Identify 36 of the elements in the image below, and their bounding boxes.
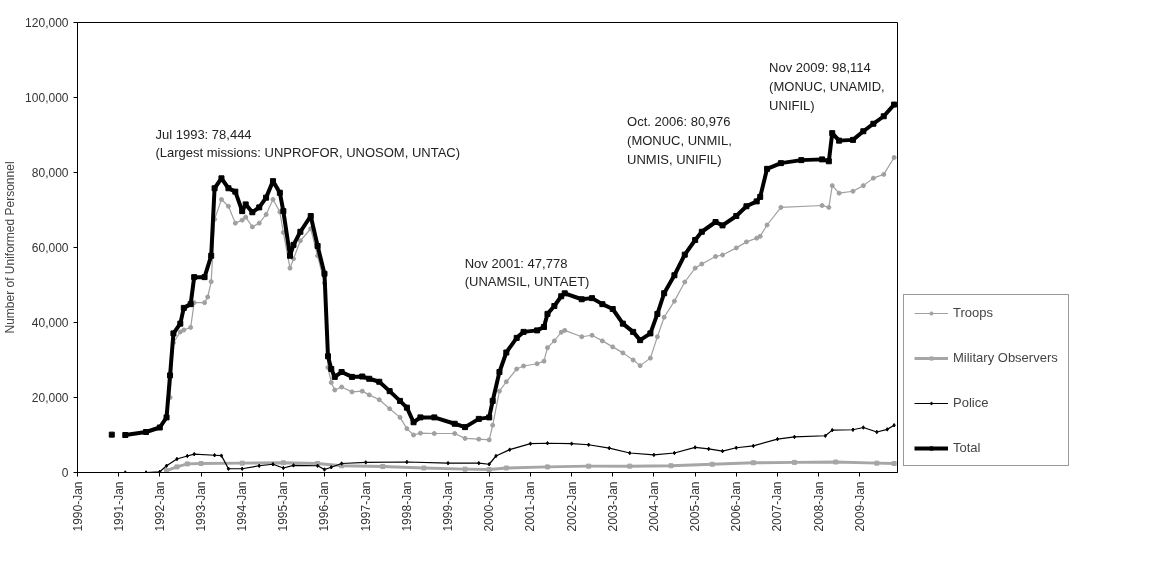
x-tick-label: 1997-Jan [358, 481, 373, 532]
x-tick-label: 2008-Jan [811, 481, 826, 532]
y-axis-title: Number of Uniformed Personnel [3, 161, 18, 334]
annotation: Nov 2001: 47,778 (UNAMSIL, UNTAET) [464, 255, 590, 290]
legend-label: Police [953, 395, 990, 410]
legend-label: Military Observers [953, 350, 1058, 365]
y-tick-label: 80,000 [31, 166, 69, 180]
annotation: Nov 2009: 98,114 (MONUC, UNAMID, UNIFIL) [769, 60, 885, 113]
x-tick-label: 2006-Jan [729, 481, 744, 532]
x-tick-label: 2003-Jan [605, 481, 620, 532]
legend-label: Total [953, 440, 982, 455]
x-tick-label: 1990-Jan [70, 481, 85, 532]
x-tick-label: 1999-Jan [441, 481, 456, 532]
x-tick-label: 2001-Jan [523, 481, 538, 532]
y-tick-label: 60,000 [31, 241, 69, 255]
x-tick-label: 2005-Jan [688, 481, 703, 532]
x-tick-label: 1991-Jan [111, 481, 126, 532]
x-tick-label: 1995-Jan [276, 481, 291, 532]
x-tick-label: 1992-Jan [152, 481, 167, 532]
x-tick-label: 2002-Jan [564, 481, 579, 532]
x-tick-label: 2004-Jan [646, 481, 661, 532]
x-tick-label: 2000-Jan [482, 481, 497, 532]
y-tick-label: 100,000 [25, 91, 69, 105]
x-tick-label: 2007-Jan [770, 481, 785, 532]
x-tick-label: 1994-Jan [235, 481, 250, 532]
annotation: Jul 1993: 78,444 (Largest missions: UNPROFOR, UNOSOM, UNTAC) [155, 126, 461, 161]
y-tick-label: 40,000 [31, 316, 69, 330]
annotation: Oct. 2006: 80,976 (MONUC, UNMIL, UNMIS, UNIFIL) [627, 114, 732, 167]
x-tick-label: 1996-Jan [317, 481, 332, 532]
x-tick-label: 1993-Jan [194, 481, 209, 532]
legend-label: Troops [953, 305, 994, 320]
y-tick-label: 20,000 [31, 391, 69, 405]
x-tick-label: 1998-Jan [399, 481, 414, 532]
x-tick-label: 2009-Jan [852, 481, 867, 532]
y-tick-label: 120,000 [25, 16, 69, 30]
y-tick-label: 0 [61, 466, 69, 480]
